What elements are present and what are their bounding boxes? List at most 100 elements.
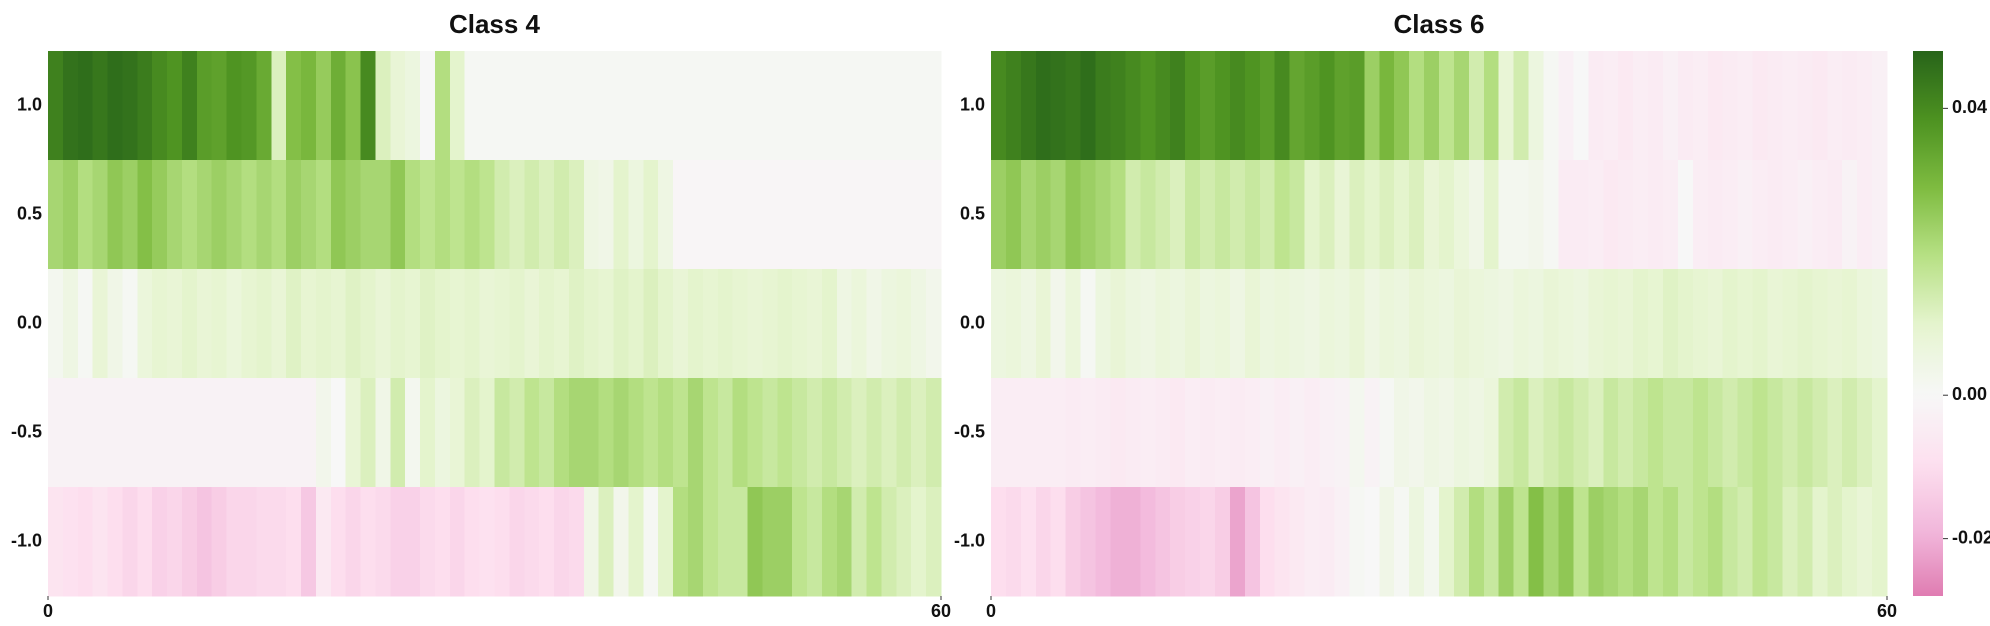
heatmap-cell — [1409, 378, 1425, 488]
heatmap-cell — [1648, 51, 1664, 161]
heatmap-cell — [1453, 269, 1470, 379]
heatmap-cell — [1050, 269, 1067, 379]
heatmap-cell — [137, 378, 153, 488]
heatmap-cell — [1633, 51, 1649, 161]
heatmap-cell — [152, 378, 168, 488]
heatmap-cell — [762, 51, 778, 161]
heatmap-cell — [345, 487, 362, 597]
heatmap-cell — [643, 378, 659, 488]
heatmap-cell — [1319, 160, 1336, 270]
heatmap-cell — [1827, 160, 1843, 270]
heatmap-cell — [1663, 269, 1679, 379]
heatmap-cell — [1379, 487, 1395, 597]
heatmap-cell — [1304, 487, 1321, 597]
heatmap-cell — [1125, 160, 1141, 270]
heatmap-cell — [762, 487, 778, 597]
heatmap-cell — [1498, 160, 1515, 270]
heatmap-cell — [1707, 269, 1724, 379]
heatmap-cell — [1005, 487, 1022, 597]
heatmap-cell — [1603, 487, 1619, 597]
heatmap-cell — [375, 378, 391, 488]
heatmap-cell — [836, 51, 853, 161]
heatmap-cell — [1857, 269, 1873, 379]
heatmap-cell — [1797, 378, 1813, 488]
heatmap-cell — [345, 269, 362, 379]
heatmap-cell — [896, 51, 912, 161]
heatmap-cell — [167, 160, 183, 270]
heatmap-cell — [1050, 160, 1067, 270]
heatmap-cell — [658, 269, 674, 379]
heatmap-cell — [390, 160, 406, 270]
x-tick-label: 60 — [1877, 601, 1897, 621]
heatmap-cell — [181, 487, 198, 597]
heatmap-cell — [509, 160, 525, 270]
heatmap-cell — [658, 160, 674, 270]
heatmap-cell — [1782, 487, 1798, 597]
heatmap-cell — [1155, 487, 1171, 597]
heatmap-cell — [479, 160, 496, 270]
heatmap-cell — [1573, 269, 1589, 379]
heatmap-cell — [390, 378, 406, 488]
heatmap-cell — [1767, 487, 1784, 597]
heatmap-cell — [717, 487, 734, 597]
heatmap-cell — [792, 378, 808, 488]
heatmap-cell — [1692, 487, 1709, 597]
heatmap-cell — [613, 160, 630, 270]
heatmap-cell — [1439, 269, 1455, 379]
heatmap-cell — [1334, 160, 1350, 270]
heatmap-cell — [1439, 51, 1455, 161]
heatmap-cell — [479, 378, 496, 488]
heatmap-cell — [1289, 269, 1306, 379]
heatmap-cell — [509, 51, 525, 161]
heatmap-cell — [926, 51, 942, 161]
heatmap-cell — [851, 378, 868, 488]
heatmap-cell — [866, 269, 883, 379]
heatmap-cell — [1812, 269, 1828, 379]
heatmap-cell — [1782, 378, 1798, 488]
y-tick-label: -0.5 — [954, 421, 985, 441]
heatmap-cell — [991, 487, 1007, 597]
heatmap-cell — [583, 160, 600, 270]
heatmap-cell — [1842, 269, 1858, 379]
heatmap-cell — [1185, 378, 1201, 488]
heatmap-cell — [1827, 269, 1843, 379]
heatmap-cell — [702, 160, 719, 270]
heatmap-cell — [1215, 269, 1231, 379]
heatmap-cell — [1453, 378, 1470, 488]
heatmap-cell — [926, 269, 942, 379]
heatmap-cell — [717, 378, 734, 488]
heatmap-cell — [494, 160, 510, 270]
heatmap-cell — [1558, 487, 1574, 597]
heatmap-cell — [1200, 51, 1216, 161]
heatmap-cell — [315, 487, 332, 597]
heatmap-cell — [1872, 51, 1888, 161]
heatmap-cell — [1857, 378, 1873, 488]
heatmap-cell — [77, 487, 94, 597]
heatmap-cell — [1110, 269, 1126, 379]
heatmap-cell — [1468, 51, 1485, 161]
heatmap-cell — [1483, 378, 1500, 488]
heatmap-cell — [1200, 269, 1216, 379]
heatmap-cell — [226, 160, 243, 270]
heatmap-cell — [434, 160, 451, 270]
heatmap-cell — [1289, 160, 1306, 270]
heatmap-cell — [286, 269, 302, 379]
heatmap-cell — [1618, 378, 1634, 488]
heatmap-cell — [1588, 269, 1604, 379]
heatmap-cell — [1692, 378, 1709, 488]
heatmap-cell — [181, 160, 198, 270]
y-tick-label: 0.5 — [960, 203, 985, 223]
heatmap-cell — [196, 160, 213, 270]
heatmap-cell — [122, 160, 138, 270]
heatmap-cell — [881, 487, 897, 597]
heatmap-cell — [464, 160, 481, 270]
heatmap-cell — [807, 378, 823, 488]
heatmap-cell — [1707, 51, 1724, 161]
chart-title: Class 4 — [449, 9, 541, 39]
heatmap-cell — [1692, 269, 1709, 379]
heatmap-cell — [1752, 160, 1769, 270]
heatmap-cell — [107, 160, 124, 270]
heatmap-cell — [211, 51, 228, 161]
heatmap-cell — [747, 160, 763, 270]
colorbar-tick-label: 0.04 — [1952, 97, 1987, 117]
